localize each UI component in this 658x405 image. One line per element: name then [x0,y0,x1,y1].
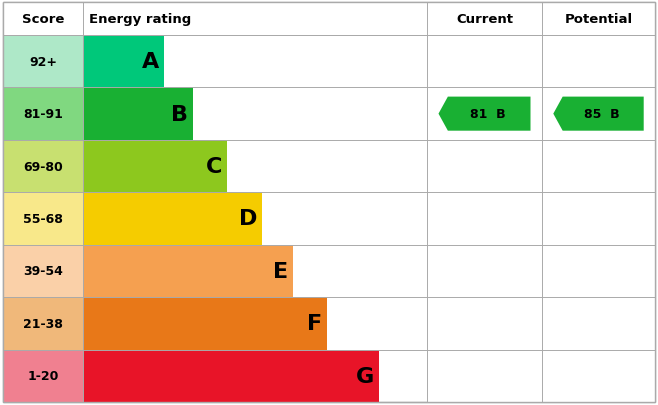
Text: 21-38: 21-38 [23,317,63,330]
Bar [542,141,655,193]
Text: 81  B: 81 B [470,108,506,121]
Bar [3,88,83,141]
Bar [83,141,228,193]
Bar [3,36,83,88]
Bar [3,245,83,297]
Text: A: A [141,52,159,72]
Text: Potential: Potential [565,13,632,26]
Bar [542,245,655,297]
Bar [3,193,83,245]
Bar [3,297,83,350]
Polygon shape [553,97,644,131]
Bar [83,88,193,141]
Text: D: D [238,209,257,229]
Text: B: B [171,104,188,124]
Text: E: E [272,261,288,281]
Text: 69-80: 69-80 [23,160,63,173]
Bar [542,36,655,88]
Text: 92+: 92+ [29,55,57,68]
Bar [427,88,542,141]
Bar [427,141,542,193]
Text: G: G [355,366,374,386]
Bar [542,297,655,350]
Bar [542,88,655,141]
Bar [83,193,262,245]
Text: 85  B: 85 B [584,108,620,121]
Bar [542,3,655,36]
Bar [542,193,655,245]
Bar [83,3,427,36]
Bar [3,141,83,193]
Bar [83,297,327,350]
Bar [83,36,164,88]
Text: 1-20: 1-20 [28,369,59,382]
Bar [83,245,293,297]
Text: 81-91: 81-91 [23,108,63,121]
Bar [3,350,83,402]
Bar [3,3,83,36]
Bar [427,245,542,297]
Bar [427,193,542,245]
Bar [542,350,655,402]
Bar [427,350,542,402]
Text: 39-54: 39-54 [23,265,63,278]
Text: 55-68: 55-68 [23,213,63,226]
Bar [427,3,542,36]
Text: Energy rating: Energy rating [89,13,191,26]
Bar [83,350,379,402]
Polygon shape [438,97,530,131]
Text: Current: Current [456,13,513,26]
Text: C: C [206,157,222,177]
Text: Score: Score [22,13,64,26]
Bar [427,297,542,350]
Text: F: F [307,313,322,334]
Bar [427,36,542,88]
